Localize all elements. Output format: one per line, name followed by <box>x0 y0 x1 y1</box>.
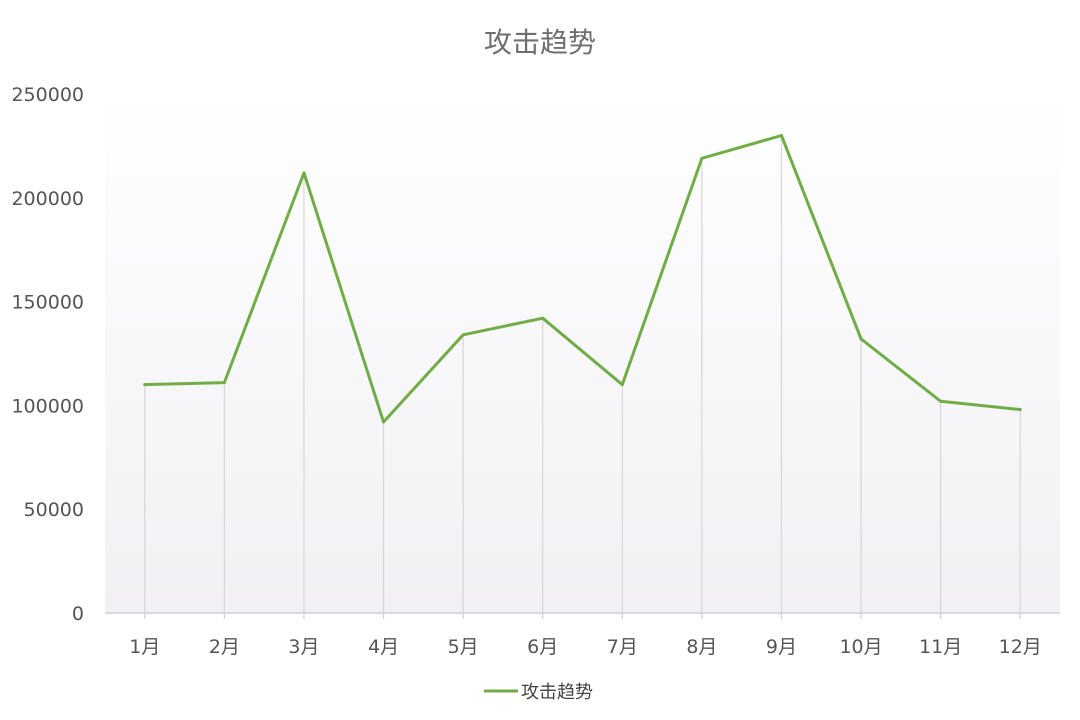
data-point <box>541 316 545 320</box>
x-tick-label: 7月 <box>607 636 638 658</box>
y-tick-label: 200000 <box>11 188 84 210</box>
data-point <box>779 134 783 138</box>
drop-lines <box>144 135 1021 613</box>
x-tick-label: 5月 <box>448 636 479 658</box>
x-tick-label: 2月 <box>209 636 240 658</box>
y-tick-label: 150000 <box>11 292 84 314</box>
data-point <box>700 156 704 160</box>
data-point <box>1018 408 1022 412</box>
x-tick-label: 6月 <box>527 636 558 658</box>
y-tick-label: 250000 <box>11 84 84 106</box>
data-point <box>143 383 147 387</box>
data-point <box>939 399 943 403</box>
data-point <box>302 171 306 175</box>
x-axis: 1月 2月 3月 4月 5月 6月 7月 8月 9月 10月 11月 12月 <box>129 613 1042 658</box>
legend-label: 攻击趋势 <box>521 682 593 703</box>
x-tick-label: 12月 <box>999 636 1042 658</box>
series-line <box>143 134 1022 424</box>
x-tick-label: 9月 <box>766 636 797 658</box>
x-tick-label: 10月 <box>839 636 882 658</box>
data-point <box>620 383 624 387</box>
series-group <box>143 134 1022 424</box>
x-tick-label: 4月 <box>368 636 399 658</box>
x-tick-label: 3月 <box>288 636 319 658</box>
y-tick-label: 100000 <box>11 395 84 417</box>
y-axis: 0 50000 100000 150000 200000 250000 <box>11 84 84 625</box>
x-tick-label: 8月 <box>686 636 717 658</box>
x-tick-label: 11月 <box>919 636 962 658</box>
x-tick-label: 1月 <box>129 636 160 658</box>
plot-area <box>105 94 1060 613</box>
legend: 攻击趋势 <box>484 682 593 703</box>
chart-title: 攻击趋势 <box>484 26 596 59</box>
data-point <box>222 381 226 385</box>
data-point <box>461 333 465 337</box>
data-point <box>382 420 386 424</box>
y-tick-label: 0 <box>72 603 84 625</box>
data-point <box>859 337 863 341</box>
y-tick-label: 50000 <box>24 499 84 521</box>
